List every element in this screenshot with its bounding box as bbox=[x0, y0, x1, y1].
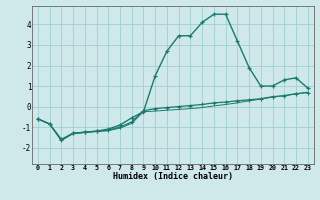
X-axis label: Humidex (Indice chaleur): Humidex (Indice chaleur) bbox=[113, 172, 233, 181]
